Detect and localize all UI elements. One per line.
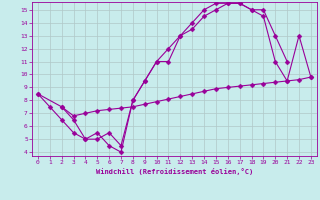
X-axis label: Windchill (Refroidissement éolien,°C): Windchill (Refroidissement éolien,°C): [96, 168, 253, 175]
